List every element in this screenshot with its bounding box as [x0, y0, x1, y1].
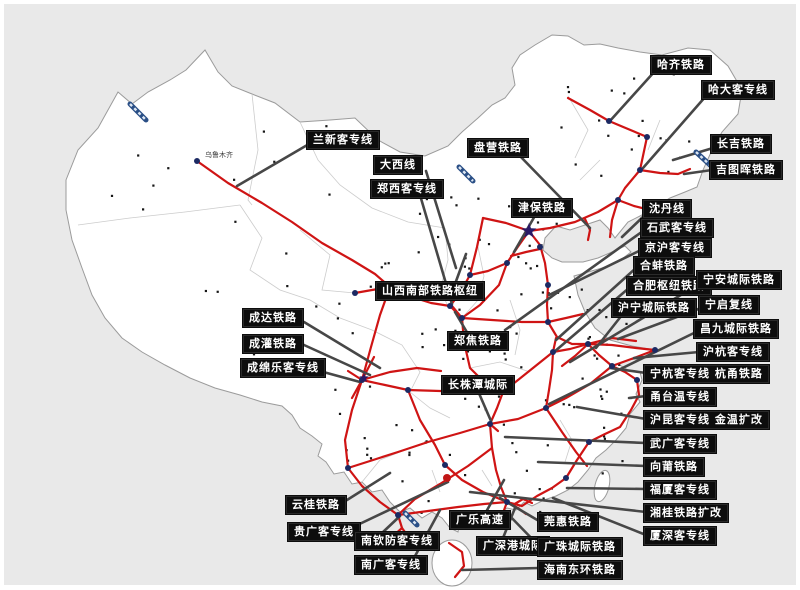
railway-label: 广珠城际铁路 — [538, 538, 622, 556]
railway-label: 厦深客专线 — [644, 527, 716, 545]
railway-label: 成灌铁路 — [243, 335, 303, 353]
railway-label: 成绵乐客专线 — [241, 359, 325, 377]
railway-label: 沪宁城际铁路 — [612, 299, 696, 317]
special-red-dot — [443, 474, 451, 482]
city-name-label: 乌鲁木齐 — [205, 150, 233, 159]
railway-label: 大西线 — [374, 156, 422, 174]
railway-label: 盘营铁路 — [468, 139, 528, 157]
railway-label: 宁安城际铁路 — [697, 271, 781, 289]
railway-label: 贵广客专线 — [288, 523, 360, 541]
railway-label: 莞惠铁路 — [538, 513, 598, 531]
railway-label: 广乐高速 — [450, 511, 510, 529]
railway-label: 长株潭城际 — [442, 376, 514, 394]
beijing-capital-star — [521, 223, 537, 238]
railway-label: 山西南部铁路枢纽 — [376, 282, 484, 300]
railway-label: 武广客专线 — [644, 435, 716, 453]
railway-label: 向莆铁路 — [644, 458, 704, 476]
railway-label: 合肥枢纽铁路 — [627, 277, 711, 295]
province-borders — [77, 93, 661, 493]
railway-label: 南广客专线 — [355, 556, 427, 574]
railway-label: 兰新客专线 — [307, 131, 379, 149]
railway-label: 长吉铁路 — [711, 135, 771, 153]
railway-label: 福厦客专线 — [644, 481, 716, 499]
railway-label: 哈齐铁路 — [651, 56, 711, 74]
railway-label: 沪杭客专线 — [697, 343, 769, 361]
railway-label: 甬台温专线 — [644, 388, 716, 406]
railway-label: 海南东环铁路 — [538, 561, 622, 579]
railway-label: 宁杭客专线 杭甬铁路 — [644, 365, 769, 383]
railway-label: 吉图晖铁路 — [710, 161, 782, 179]
railway-label: 广深港城际 — [477, 537, 549, 555]
chengdu-star — [359, 373, 369, 382]
railway-label: 宁启复线 — [699, 296, 759, 314]
railway-label: 郑焦铁路 — [448, 332, 508, 350]
railway-label: 津保铁路 — [512, 199, 572, 217]
railway-label: 哈大客专线 — [702, 81, 774, 99]
railway-label: 沪昆客专线 金温扩改 — [644, 411, 769, 429]
railway-label: 云桂铁路 — [286, 496, 346, 514]
major-city-dots — [194, 118, 658, 518]
construction-markers — [127, 101, 713, 528]
railway-label: 成达铁路 — [243, 309, 303, 327]
railway-label: 昌九城际铁路 — [694, 320, 778, 338]
railway-label: 京沪客专线 — [639, 239, 711, 257]
railway-label: 合蚌铁路 — [634, 257, 694, 275]
railway-label: 郑西客专线 — [371, 180, 443, 198]
railway-label: 南钦防客专线 — [355, 532, 439, 550]
railway-label: 石武客专线 — [641, 219, 713, 237]
railway-label: 沈丹线 — [643, 200, 691, 218]
railway-label: 湘桂铁路扩改 — [644, 504, 728, 522]
